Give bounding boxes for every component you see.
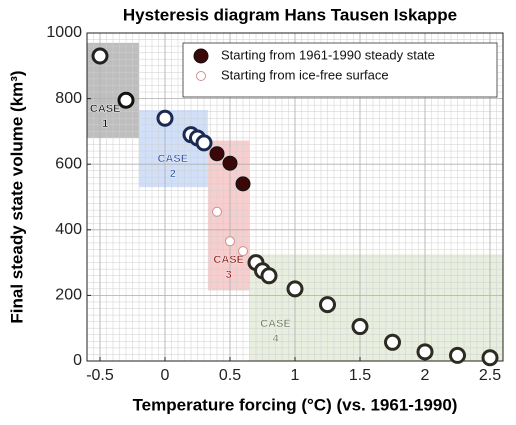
data-point <box>319 296 336 314</box>
legend-label: Starting from ice-free surface <box>221 67 389 82</box>
case-label: 2 <box>170 168 176 180</box>
case-label: CASE <box>158 153 189 165</box>
data-point <box>235 176 251 192</box>
y-tick-label: 0 <box>73 352 82 369</box>
data-point <box>225 236 235 247</box>
y-tick-label: 200 <box>55 287 82 304</box>
y-axis-label: Final steady state volume (km³) <box>7 70 26 323</box>
x-tick-label: 0.5 <box>219 367 241 384</box>
legend-marker <box>193 48 209 64</box>
data-point <box>117 91 135 109</box>
x-tick-label: 1.5 <box>349 367 371 384</box>
y-tick-label: 400 <box>55 221 82 238</box>
case-label: CASE <box>213 254 244 266</box>
data-point <box>212 206 222 217</box>
y-tick-label: 600 <box>55 155 82 172</box>
data-point <box>384 333 401 351</box>
case-label: CASE <box>90 103 121 115</box>
x-axis-label: Temperature forcing (°C) (vs. 1961-1990) <box>133 395 458 414</box>
x-tick-label: -0.5 <box>86 367 114 384</box>
case-region <box>139 110 208 188</box>
case-label: 3 <box>226 269 232 281</box>
y-tick-label: 800 <box>55 90 82 107</box>
data-point <box>351 318 369 336</box>
x-tick-label: 2.5 <box>479 367 501 384</box>
case-region <box>249 254 503 361</box>
x-tick-label: 2 <box>421 367 430 384</box>
data-point <box>91 47 109 65</box>
case-label: 1 <box>102 118 108 130</box>
data-point <box>481 349 499 367</box>
data-point <box>156 109 174 127</box>
case-label: CASE <box>260 318 291 330</box>
x-tick-label: 1 <box>291 367 300 384</box>
data-point <box>416 343 434 361</box>
case-label: 4 <box>272 333 279 345</box>
data-point <box>449 346 466 364</box>
data-point <box>195 134 213 152</box>
data-point <box>209 146 225 162</box>
legend-marker <box>196 71 206 81</box>
data-point <box>260 267 278 285</box>
chart-title: Hysteresis diagram Hans Tausen Iskappe <box>123 5 457 24</box>
data-point <box>286 280 304 298</box>
y-tick-label: 1000 <box>46 24 82 41</box>
legend-label: Starting from 1961-1990 steady state <box>221 47 435 62</box>
data-point <box>222 155 238 171</box>
data-point <box>238 246 248 257</box>
legend-box <box>182 42 498 98</box>
x-tick-label: 0 <box>161 367 170 384</box>
